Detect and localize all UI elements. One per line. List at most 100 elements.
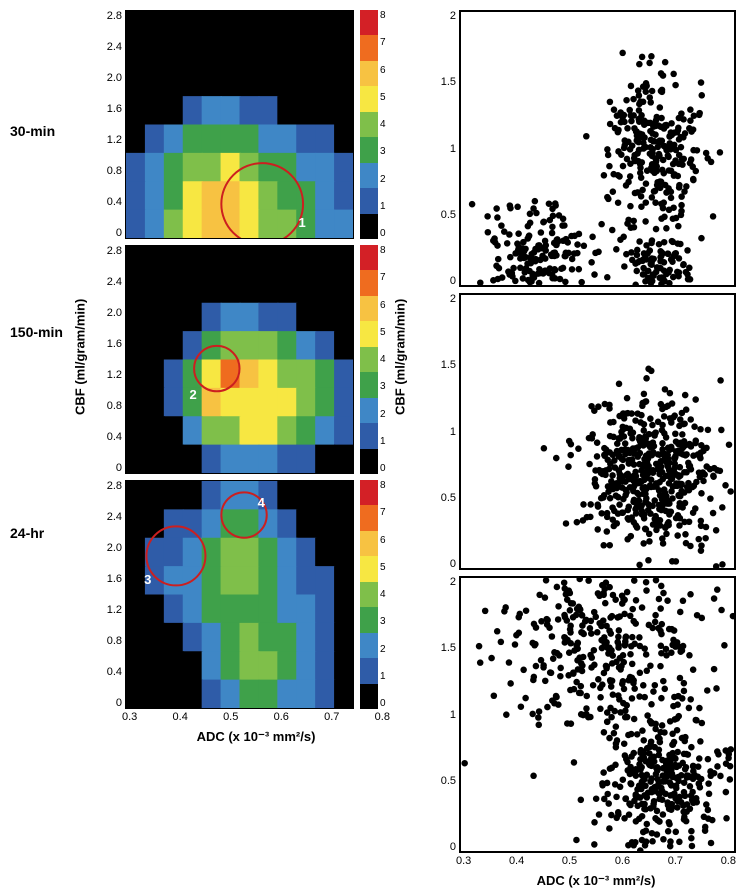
scatter-panel-2: 21.510.500.30.40.50.60.70.8 [430,576,736,871]
cb-tick: 5 [380,562,390,573]
cb-tick: 0 [380,463,390,474]
ytick: 0.4 [90,666,122,678]
cb-tick: 4 [380,589,390,600]
heatmap-panel-0: 2.82.42.01.61.20.80.401876543210 [90,10,390,245]
ytick: 2.8 [90,10,122,22]
cb-tick: 6 [380,300,390,311]
xtick: 0.5 [562,855,577,871]
heatmap-plot-0: 1 [125,10,354,239]
left-yaxis-label-text: CBF (ml/gram/min) [73,299,88,415]
xtick: 0.7 [668,855,683,871]
scatter-yticks-0: 21.510.50 [430,10,459,287]
ytick: 2.4 [90,41,122,53]
xtick: 0.6 [274,711,289,727]
cb-tick: 8 [380,245,390,256]
right-yaxis-label: CBF (ml/gram/min) [390,10,410,674]
cb-tick: 0 [380,228,390,239]
ytick: 2.0 [90,542,122,554]
cb-tick: 3 [380,146,390,157]
cb-tick: 0 [380,698,390,709]
xtick: 0.3 [456,855,471,871]
row-label-24hr: 24-hr [10,525,70,541]
ytick: 1.6 [90,103,122,115]
cb-tick: 3 [380,616,390,627]
colorbar-ticks-2: 876543210 [378,480,390,709]
ytick: 0.4 [90,196,122,208]
row-labels-column: 30-min 150-min 24-hr [10,10,70,674]
ytick: 0.8 [90,165,122,177]
colorbar-ticks-0: 8 7 6 5 4 3 2 1 0 [378,10,390,239]
xtick: 0.4 [173,711,188,727]
figure-container: 30-min 150-min 24-hr CBF (ml/gram/min) 2… [10,10,736,674]
ytick: 0 [90,462,122,474]
xtick: 0.5 [223,711,238,727]
left-xaxis-label: ADC (x 10⁻³ mm²/s) [90,727,390,745]
scatter-xticks-2: 0.30.40.50.60.70.8 [430,853,736,871]
ytick: 0.8 [90,400,122,412]
ytick: 1.6 [90,338,122,350]
heatmap-yticks-1: 2.82.42.01.61.20.80.40 [90,245,125,474]
ytick: 2 [430,576,456,588]
colorbar-1 [360,245,378,474]
ytick: 0.5 [430,775,456,787]
cb-tick: 6 [380,65,390,76]
ytick: 2.0 [90,307,122,319]
scatter-plot-1 [459,293,736,570]
heatmap-plot-1: 2 [125,245,354,474]
cb-tick: 4 [380,119,390,130]
scatter-column: 21.510.5021.510.5021.510.500.30.40.50.60… [430,10,736,674]
cb-tick: 4 [380,354,390,365]
ytick: 0.4 [90,431,122,443]
roi-label-2: 2 [190,387,197,402]
ytick: 0.8 [90,635,122,647]
ytick: 0 [430,275,456,287]
ytick: 1 [430,143,456,155]
cb-tick: 7 [380,37,390,48]
heatmap-plot-2: 34 [125,480,354,709]
ytick: 2.4 [90,511,122,523]
ytick: 1.2 [90,134,122,146]
ytick: 2 [430,10,456,22]
xtick: 0.7 [324,711,339,727]
colorbar-0 [360,10,378,239]
cb-tick: 8 [380,10,390,21]
ytick: 0.5 [430,209,456,221]
heatmap-yticks-2: 2.8 2.4 2.0 1.6 1.2 0.8 0.4 0 [90,480,125,709]
scatter-panel-1: 21.510.50 [430,293,736,576]
xtick: 0.4 [509,855,524,871]
roi-label-3: 3 [144,572,151,587]
ytick: 1.5 [430,359,456,371]
heatmap-panel-2: 2.82.42.01.61.20.80.40348765432100.30.40… [90,480,390,727]
ytick: 1.2 [90,369,122,381]
ytick: 0 [90,227,122,239]
colorbar-2 [360,480,378,709]
roi-label-4: 4 [258,495,265,510]
right-xaxis-label: ADC (x 10⁻³ mm²/s) [430,871,736,889]
ytick: 0.5 [430,492,456,504]
left-yaxis-label: CBF (ml/gram/min) [70,10,90,674]
ytick: 0 [90,697,122,709]
ytick: 1.6 [90,573,122,585]
xtick: 0.6 [615,855,630,871]
cb-tick: 2 [380,174,390,185]
scatter-plot-0 [459,10,736,287]
ytick: 2.8 [90,480,122,492]
scatter-panel-0: 21.510.50 [430,10,736,293]
cb-tick: 1 [380,201,390,212]
cb-tick: 2 [380,644,390,655]
cb-tick: 5 [380,92,390,103]
xtick: 0.3 [122,711,137,727]
roi-label-1: 1 [299,215,306,230]
scatter-plot-2 [459,576,736,853]
row-label-30min: 30-min [10,123,70,139]
cb-tick: 1 [380,671,390,682]
ytick: 2.4 [90,276,122,288]
ytick: 1.5 [430,642,456,654]
ytick: 1.2 [90,604,122,616]
ytick: 2 [430,293,456,305]
ytick: 0 [430,558,456,570]
ytick: 1 [430,709,456,721]
cb-tick: 2 [380,409,390,420]
scatter-yticks-1: 21.510.50 [430,293,459,570]
heatmap-yticks-0: 2.82.42.01.61.20.80.40 [90,10,125,239]
